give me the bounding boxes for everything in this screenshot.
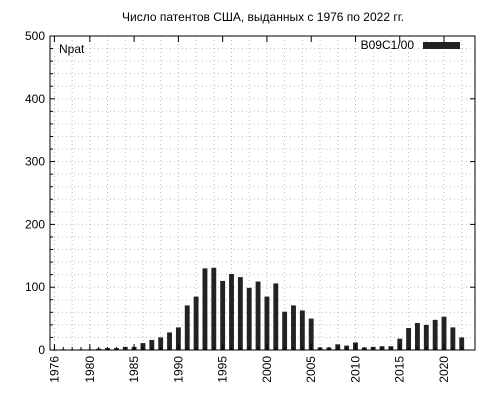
bar bbox=[450, 327, 456, 350]
x-tick-label: 1990 bbox=[171, 356, 185, 383]
bar bbox=[193, 296, 199, 350]
bar bbox=[158, 337, 164, 350]
x-tick-label: 2015 bbox=[393, 356, 407, 383]
x-tick-label: 2020 bbox=[437, 356, 451, 383]
y-tick-label: 0 bbox=[38, 343, 45, 357]
ticks: 0 100 200 300 400 500 1976 1980 1985 1990 1995 2000… bbox=[25, 29, 475, 383]
bar bbox=[255, 281, 261, 350]
chart-title: Число патентов США, выданных с 1976 по 2… bbox=[122, 10, 404, 24]
bar bbox=[273, 283, 279, 350]
bar bbox=[441, 316, 447, 350]
x-tick-label: 2010 bbox=[348, 356, 362, 383]
bar bbox=[406, 328, 412, 350]
x-tick-label: 1995 bbox=[216, 356, 230, 383]
legend: B09C1/00 bbox=[361, 38, 460, 52]
y-tick-label: 400 bbox=[25, 92, 45, 106]
bar bbox=[423, 324, 429, 350]
bar bbox=[246, 287, 252, 350]
y-axis-label: Npat bbox=[59, 42, 85, 56]
x-tick-label: 2000 bbox=[260, 356, 274, 383]
bar bbox=[299, 310, 305, 350]
bar bbox=[149, 339, 155, 350]
x-tick-label: 1980 bbox=[83, 356, 97, 383]
x-tick-label: 2005 bbox=[304, 356, 318, 383]
bar bbox=[291, 305, 296, 350]
y-tick-label: 300 bbox=[25, 155, 45, 169]
bar bbox=[140, 343, 146, 350]
bars bbox=[51, 267, 465, 351]
grid bbox=[50, 36, 475, 350]
bar bbox=[432, 319, 438, 350]
y-tick-label: 500 bbox=[25, 29, 45, 43]
x-tick-label: 1976 bbox=[47, 356, 61, 383]
bar bbox=[415, 322, 420, 350]
legend-swatch bbox=[423, 42, 460, 49]
bar bbox=[282, 311, 288, 350]
bar bbox=[202, 268, 208, 350]
plot-frame bbox=[49, 35, 476, 351]
bar bbox=[237, 277, 243, 350]
bar bbox=[175, 327, 181, 350]
bar bbox=[184, 305, 190, 350]
bar bbox=[459, 337, 465, 350]
legend-label: B09C1/00 bbox=[361, 38, 415, 52]
bar bbox=[167, 332, 172, 350]
y-tick-label: 100 bbox=[25, 280, 45, 294]
bar bbox=[264, 296, 270, 350]
bar bbox=[229, 274, 234, 350]
bar bbox=[220, 280, 226, 350]
bar bbox=[308, 318, 314, 350]
bar bbox=[211, 267, 217, 350]
x-tick-label: 1985 bbox=[127, 356, 141, 383]
y-tick-label: 200 bbox=[25, 217, 45, 231]
